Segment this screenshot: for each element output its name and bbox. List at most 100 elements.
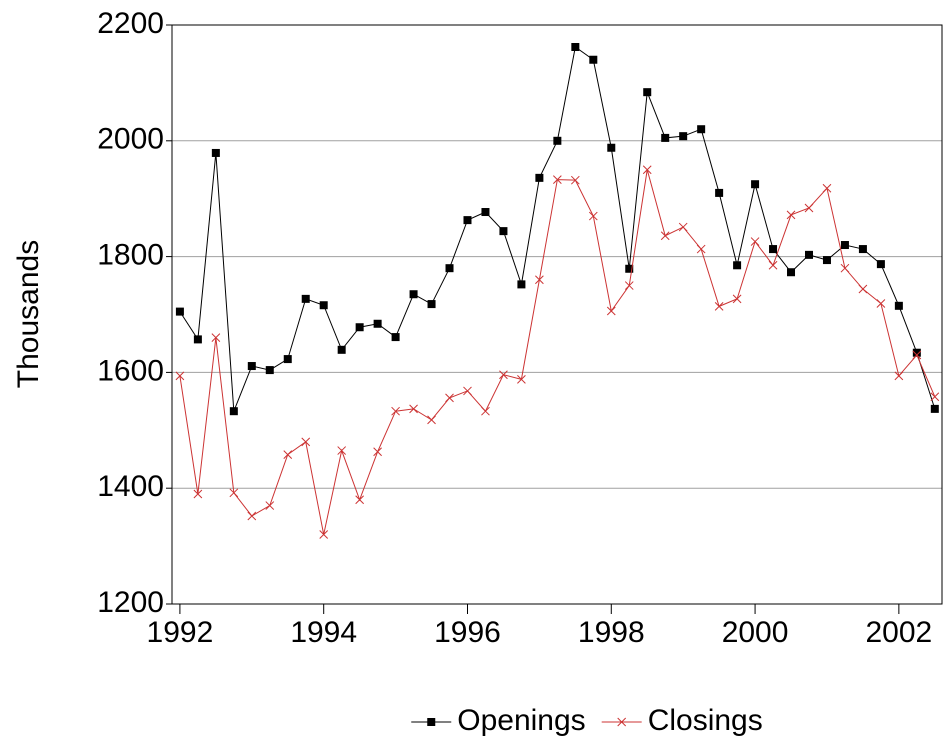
marker [481,406,490,416]
marker [463,386,472,396]
marker [894,371,904,381]
x-tick-label: 1992 [147,616,214,649]
legend-label: Closings [648,704,763,737]
marker [588,211,598,221]
marker [373,319,382,328]
marker [445,264,454,273]
x-tick-label: 1998 [578,616,645,649]
marker [211,148,220,157]
marker [301,294,310,303]
marker [804,250,813,259]
x-tick-label: 1994 [290,616,357,649]
marker [355,323,364,332]
marker [930,392,940,402]
marker [409,290,418,299]
marker [822,183,832,193]
y-tick-label: 1800 [97,239,164,272]
marker [175,371,185,381]
marker [876,299,886,308]
marker [769,245,778,254]
marker [427,300,436,309]
marker [517,280,526,289]
series-line [179,169,936,535]
marker [517,374,526,384]
marker [912,350,922,360]
y-tick-label: 2000 [97,123,164,156]
plot-frame [171,24,943,605]
marker [553,136,562,145]
marker [229,407,238,416]
marker [858,245,867,254]
x-tick-label: 2002 [865,616,932,649]
marker [643,88,652,97]
marker [175,307,184,316]
marker [642,165,652,175]
marker [499,370,508,380]
marker [427,415,436,425]
marker [751,180,760,189]
marker [265,501,275,510]
legend-marker [617,717,627,727]
marker [768,260,778,270]
marker [661,133,670,142]
marker [786,210,796,220]
x-tick-label: 2000 [722,616,789,649]
marker [391,333,400,342]
y-tick-label: 1200 [97,586,164,619]
marker [193,489,203,499]
legend-marker [427,718,436,726]
marker [750,237,760,246]
marker [535,275,544,285]
marker [606,306,616,316]
marker [445,393,454,403]
marker [373,447,382,457]
marker [696,244,706,254]
marker [499,227,508,236]
marker [481,208,490,217]
marker [787,268,796,277]
marker [714,302,724,311]
marker [283,450,293,459]
marker [337,345,346,354]
marker [912,348,921,357]
legend: Openings Closings [411,704,763,737]
marker [391,406,400,416]
legend-label: Openings [457,704,585,737]
y-tick-label: 2200 [97,7,164,40]
marker [679,132,688,141]
marker [625,264,634,273]
marker [553,175,562,184]
marker [301,437,311,447]
marker [337,446,347,455]
marker [715,188,724,197]
y-tick-label: 1600 [97,354,164,387]
marker [571,43,580,52]
marker [624,281,634,290]
marker [589,55,598,64]
x-tick-label: 1996 [434,616,501,649]
marker [732,294,742,304]
y-axis-title: Thousands [12,240,45,388]
marker [840,263,850,273]
marker [211,333,221,343]
marker [265,366,274,375]
series-line [179,46,936,412]
marker [193,335,202,344]
marker [678,222,688,232]
marker [283,355,292,364]
marker [247,362,256,371]
y-tick-label: 1400 [97,470,164,503]
marker [409,404,418,414]
marker [804,203,814,213]
marker [247,511,257,521]
marker [607,143,616,152]
marker [894,301,903,310]
marker [660,231,670,241]
marker [229,488,239,498]
marker [733,261,742,270]
marker [930,404,939,413]
marker [822,256,831,265]
marker [570,175,580,185]
marker [840,241,849,250]
